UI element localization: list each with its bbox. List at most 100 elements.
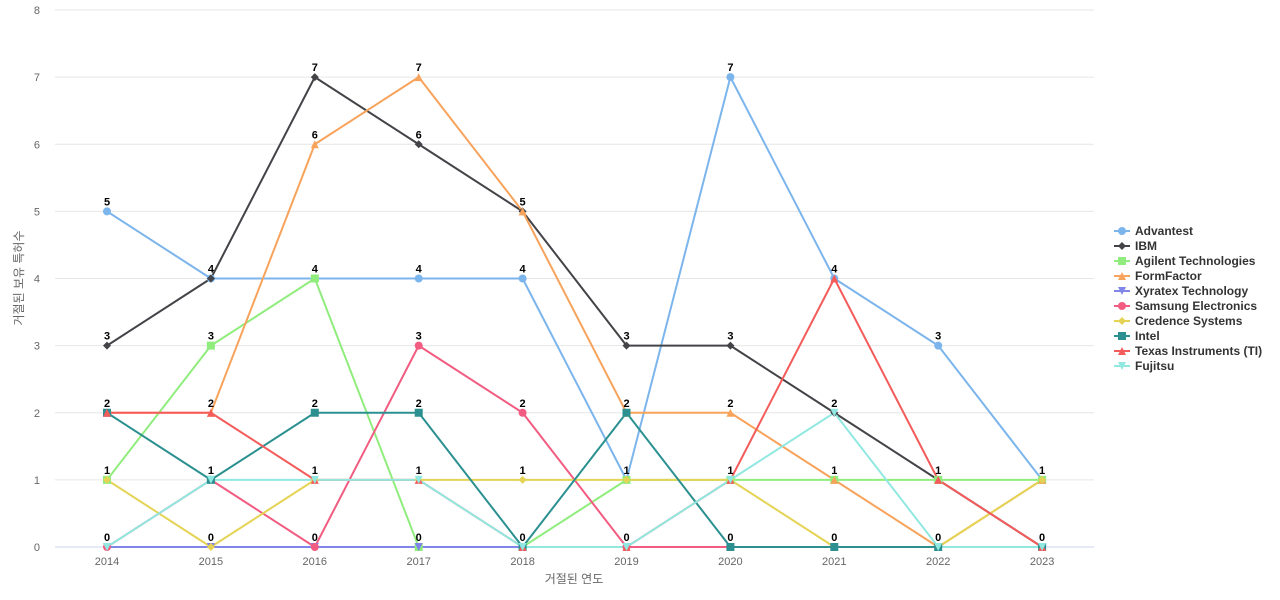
data-point-fujitsu <box>518 543 527 551</box>
data-point-ibm <box>310 73 319 82</box>
data-label: 4 <box>416 264 423 276</box>
data-label: 3 <box>623 331 629 343</box>
legend-item-xyratex-technology: Xyratex Technology <box>1114 284 1248 298</box>
y-tick-label: 7 <box>34 72 40 84</box>
y-tick-label: 1 <box>34 475 40 487</box>
legend-label: Credence Systems <box>1135 314 1243 328</box>
data-point-texas-instruments-ti <box>830 274 839 283</box>
data-label: 5 <box>104 196 110 208</box>
data-point-samsung-electronics <box>518 408 527 417</box>
legend-label: FormFactor <box>1135 269 1202 283</box>
legend-item-credence-systems: Credence Systems <box>1114 314 1243 328</box>
y-tick-label: 2 <box>34 408 40 420</box>
legend-label: Xyratex Technology <box>1135 284 1248 298</box>
legend-label: Samsung Electronics <box>1135 299 1257 313</box>
data-point-samsung-electronics <box>310 543 319 551</box>
data-point-samsung-electronics <box>414 341 423 350</box>
x-tick-label: 2022 <box>926 556 950 568</box>
legend-symbol <box>1118 317 1126 325</box>
data-point-fujitsu <box>726 475 735 484</box>
data-point-ibm <box>414 140 423 149</box>
legend-symbol <box>1118 287 1126 295</box>
series-line-formfactor <box>107 76 1043 548</box>
data-point-fujitsu <box>206 475 215 484</box>
data-label: 2 <box>208 398 214 410</box>
data-point-formfactor <box>726 408 735 417</box>
x-tick-label: 2021 <box>822 556 846 568</box>
x-tick-label: 2014 <box>95 556 119 568</box>
data-point-ibm <box>206 274 215 283</box>
data-label: 0 <box>520 532 526 544</box>
data-point-ibm <box>622 341 631 350</box>
data-point-xyratex-technology <box>414 543 423 551</box>
data-label: 2 <box>104 398 110 410</box>
legend-item-texas-instruments-ti: Texas Instruments (TI) <box>1114 344 1262 358</box>
legend-label: Intel <box>1135 329 1160 343</box>
x-tick-label: 2023 <box>1030 556 1054 568</box>
data-label: 1 <box>208 465 214 477</box>
data-label: 2 <box>727 398 733 410</box>
data-label: 1 <box>623 465 629 477</box>
y-tick-label: 6 <box>34 139 40 151</box>
data-point-fujitsu <box>310 475 319 484</box>
data-label: 2 <box>623 398 629 410</box>
data-point-agilent-technologies <box>206 341 215 350</box>
data-label: 0 <box>935 532 941 544</box>
data-point-intel <box>622 408 631 417</box>
data-label: 3 <box>416 331 422 343</box>
series-markers <box>103 73 1047 551</box>
data-label: 7 <box>312 62 318 74</box>
x-tick-label: 2017 <box>406 556 430 568</box>
data-point-advantest <box>103 207 111 216</box>
series-line-samsung-electronics <box>106 344 1043 548</box>
data-label: 1 <box>831 465 837 477</box>
legend-label: Advantest <box>1135 224 1193 238</box>
legend-item-intel: Intel <box>1114 329 1160 343</box>
data-point-intel <box>830 543 839 551</box>
data-label: 3 <box>208 331 214 343</box>
data-point-fujitsu <box>1038 543 1047 551</box>
data-point-formfactor <box>518 207 527 216</box>
legend-symbol <box>1118 272 1126 280</box>
data-label: 4 <box>208 264 215 276</box>
data-point-credence-systems <box>518 475 527 484</box>
x-axis-ticks: 2014 2015 2016 2017 2018 2019 2020 2021 2022 2023 <box>95 556 1055 568</box>
data-point-intel <box>726 543 735 551</box>
data-point-fujitsu <box>934 543 943 551</box>
data-point-ibm <box>103 341 111 350</box>
legend-symbol <box>1118 332 1126 340</box>
x-tick-label: 2019 <box>614 556 638 568</box>
data-point-intel <box>414 408 423 417</box>
data-point-texas-instruments-ti <box>934 475 943 484</box>
legend-item-formfactor: FormFactor <box>1114 269 1202 283</box>
data-label: 1 <box>520 465 526 477</box>
data-label: 6 <box>416 129 422 141</box>
series-lines <box>106 76 1043 548</box>
data-point-ibm <box>726 341 735 350</box>
legend-label: Agilent Technologies <box>1135 254 1256 268</box>
data-label: 4 <box>831 264 838 276</box>
legend-item-ibm: IBM <box>1114 239 1157 253</box>
legend-symbol <box>1118 257 1126 265</box>
data-label: 6 <box>312 129 318 141</box>
y-tick-label: 8 <box>34 5 40 17</box>
data-point-fujitsu <box>830 408 839 417</box>
data-label: 0 <box>312 532 318 544</box>
data-point-fujitsu <box>414 475 423 484</box>
data-label: 1 <box>935 465 941 477</box>
legend-item-agilent-technologies: Agilent Technologies <box>1114 254 1256 268</box>
data-point-credence-systems <box>1038 475 1047 484</box>
legend-item-fujitsu: Fujitsu <box>1114 359 1174 373</box>
data-label: 1 <box>104 465 110 477</box>
data-point-agilent-technologies <box>310 274 319 283</box>
data-label: 2 <box>520 398 526 410</box>
data-point-advantest <box>414 274 423 283</box>
x-tick-label: 2020 <box>718 556 742 568</box>
data-point-advantest <box>518 274 527 283</box>
legend-label: IBM <box>1135 239 1157 253</box>
data-point-fujitsu <box>103 543 111 551</box>
data-label: 0 <box>104 532 110 544</box>
legend-label: Texas Instruments (TI) <box>1135 344 1262 358</box>
data-label: 1 <box>312 465 318 477</box>
